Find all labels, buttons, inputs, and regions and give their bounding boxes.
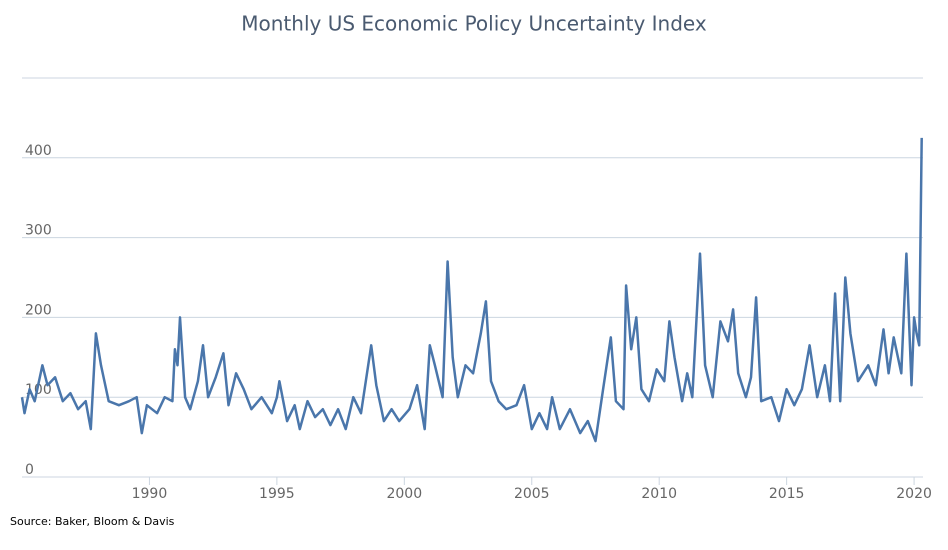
- x-tick-label: 2010: [641, 486, 677, 502]
- series-line: [20, 137, 923, 443]
- x-tick-label: 2020: [896, 486, 932, 502]
- source-note: Source: Baker, Bloom & Davis: [10, 515, 175, 528]
- y-tick-label: 0: [25, 462, 34, 478]
- y-tick-label: 200: [25, 302, 52, 318]
- x-tick-label: 2015: [769, 486, 805, 502]
- y-tick-label: 400: [25, 143, 52, 159]
- x-tick-label: 2005: [514, 486, 550, 502]
- y-tick-label: 300: [25, 223, 52, 239]
- x-tick-label: 2000: [386, 486, 422, 502]
- chart-title: Monthly US Economic Policy Uncertainty I…: [241, 12, 707, 36]
- x-tick-label: 1995: [259, 486, 295, 502]
- x-tick-label: 1990: [132, 486, 168, 502]
